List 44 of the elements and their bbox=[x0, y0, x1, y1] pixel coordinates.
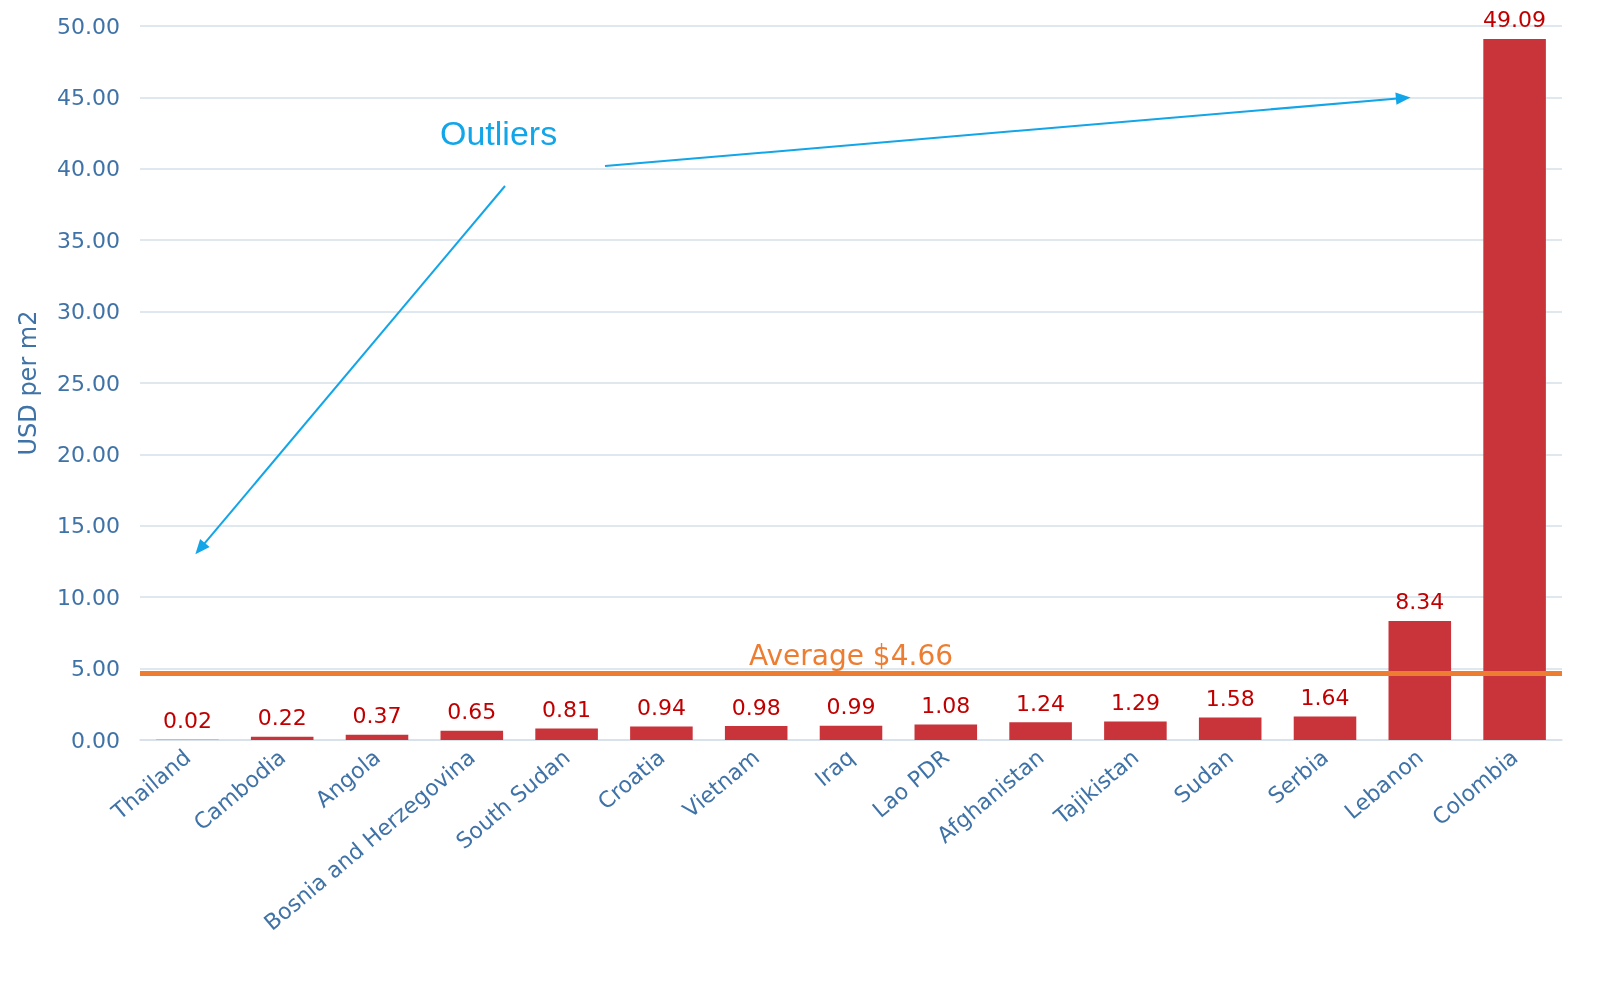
y-tick-label: 45.00 bbox=[57, 84, 120, 110]
data-label: 8.34 bbox=[1395, 589, 1445, 615]
y-tick-label: 25.00 bbox=[57, 370, 120, 396]
data-label: 0.81 bbox=[542, 696, 592, 722]
data-label: 1.29 bbox=[1110, 690, 1160, 716]
data-label: 0.98 bbox=[731, 694, 781, 720]
data-label: 0.94 bbox=[636, 695, 686, 721]
y-tick-label: 15.00 bbox=[57, 513, 120, 539]
y-tick-label: 5.00 bbox=[71, 656, 120, 682]
bar bbox=[1198, 717, 1262, 740]
bar bbox=[819, 725, 883, 740]
y-tick-label: 50.00 bbox=[57, 13, 120, 39]
y-tick-label: 20.00 bbox=[57, 441, 120, 467]
data-label: 49.09 bbox=[1483, 7, 1547, 33]
annotation: Outliers bbox=[440, 114, 558, 152]
data-label: 0.22 bbox=[257, 705, 307, 731]
data-label: 1.64 bbox=[1300, 685, 1350, 711]
y-tick-label: 30.00 bbox=[57, 299, 120, 325]
x-tick-label: Iraq bbox=[810, 744, 860, 792]
y-tick-label: 0.00 bbox=[71, 727, 120, 753]
bar bbox=[630, 726, 693, 740]
y-tick-label: 40.00 bbox=[57, 156, 120, 182]
bar bbox=[1388, 620, 1452, 740]
ref-line-label: Average $4.66 bbox=[748, 638, 954, 672]
bar bbox=[1009, 722, 1072, 740]
data-label: 1.08 bbox=[921, 693, 971, 719]
bar bbox=[1293, 716, 1357, 740]
data-label: 1.58 bbox=[1205, 685, 1255, 711]
bar bbox=[1104, 721, 1167, 740]
bar bbox=[345, 734, 409, 740]
data-label: 1.24 bbox=[1016, 690, 1066, 716]
bar bbox=[535, 728, 598, 740]
data-label: 0.02 bbox=[162, 708, 212, 734]
data-label: 0.37 bbox=[352, 703, 402, 729]
y-tick-label: 10.00 bbox=[57, 584, 120, 610]
data-label: 0.65 bbox=[447, 699, 497, 725]
bar bbox=[440, 730, 504, 740]
bar bbox=[250, 736, 314, 740]
y-axis-title: USD per m2 bbox=[14, 310, 42, 456]
y-tick-label: 35.00 bbox=[57, 227, 120, 253]
bar bbox=[914, 724, 978, 740]
data-label: 0.99 bbox=[826, 694, 876, 720]
bar bbox=[1483, 38, 1546, 740]
bar bbox=[724, 726, 788, 740]
